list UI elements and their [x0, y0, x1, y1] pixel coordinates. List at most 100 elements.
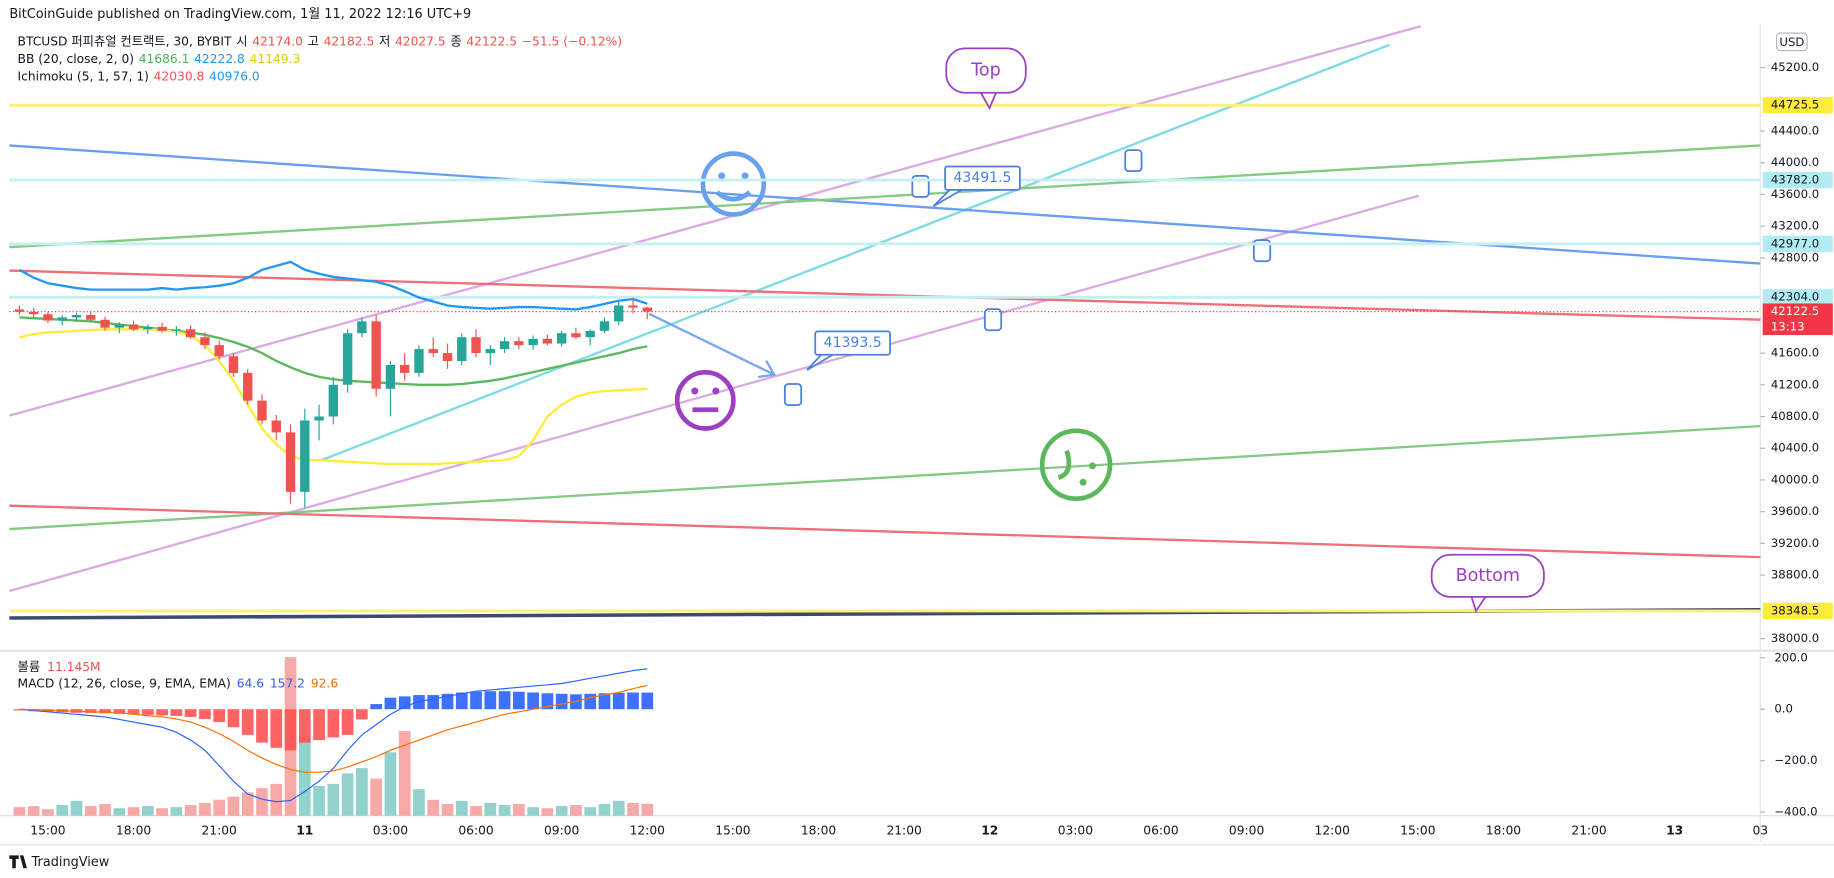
- mouth: [1057, 449, 1072, 480]
- macd-tick-label: −400.0: [1774, 805, 1817, 819]
- volume-bar: [370, 778, 383, 816]
- legend-item: 42122.5: [466, 34, 517, 48]
- eye: [741, 172, 749, 180]
- macd-histogram-bar: [484, 691, 497, 710]
- legend-item: 64.6: [237, 676, 265, 690]
- candle-body: [514, 341, 524, 346]
- candle-body: [271, 420, 281, 433]
- candle-body: [428, 349, 438, 354]
- macd-histogram-bar: [441, 693, 454, 710]
- legend-item: 41149.3: [250, 51, 301, 65]
- price-label-box: [1762, 289, 1833, 306]
- x-tick-label: 12:00: [1315, 823, 1350, 837]
- candle-body: [585, 330, 595, 338]
- legend-item: 11.145M: [47, 660, 101, 674]
- candle-body: [556, 333, 567, 344]
- volume-bar: [470, 806, 482, 816]
- y-tick-label: 41600.0: [1771, 346, 1819, 360]
- macd-histogram-bar: [84, 709, 97, 714]
- y-tick-label: 42800.0: [1771, 250, 1819, 264]
- y-tick-label: 40800.0: [1771, 409, 1819, 423]
- legend-item: 고: [308, 34, 319, 48]
- volume-bar: [141, 806, 154, 816]
- callout-box: [945, 47, 1027, 94]
- legend-item: 42174.0: [252, 34, 303, 48]
- candle-body: [71, 315, 82, 318]
- macd-line: [19, 668, 648, 803]
- volume-bar: [127, 807, 140, 816]
- candle-body: [300, 420, 310, 492]
- candle-body: [599, 321, 610, 331]
- bb-upper: [18, 260, 648, 311]
- volume-bar: [256, 788, 268, 816]
- price-label-box: [1762, 171, 1833, 189]
- y-tick-label: 38800.0: [1771, 568, 1819, 582]
- legend-item: 92.6: [311, 676, 339, 690]
- volume-bar: [356, 768, 368, 816]
- macd-histogram-bar: [327, 709, 340, 738]
- macd-histogram-bar: [356, 709, 368, 720]
- countdown-label: 13:13: [1771, 319, 1805, 333]
- volume-bar: [13, 807, 26, 816]
- volume-bar: [598, 804, 611, 816]
- neutral-face: [674, 369, 736, 431]
- candle-body: [228, 356, 239, 373]
- x-tick-label: 03:00: [373, 823, 408, 837]
- callout-tail: [979, 91, 998, 110]
- trend-line: [9, 424, 1761, 531]
- macd-histogram-bar: [584, 693, 597, 710]
- y-tick-label: 45200.0: [1771, 60, 1819, 74]
- macd-histogram-bar: [13, 709, 26, 711]
- macd-histogram-bar: [99, 709, 111, 714]
- y-tick-label: 44400.0: [1771, 124, 1819, 138]
- volume-bar: [341, 773, 354, 816]
- macd-histogram-bar: [527, 692, 539, 710]
- macd-tick-label: 0.0: [1774, 702, 1793, 716]
- macd-histogram-bar: [113, 709, 126, 714]
- macd-histogram-bar: [241, 709, 254, 735]
- macd-histogram-bar: [156, 709, 168, 716]
- macd-histogram-bar: [513, 691, 525, 710]
- y-tick-label: 39600.0: [1771, 504, 1819, 518]
- x-tick-label: 09:00: [544, 823, 579, 837]
- candle-body: [29, 311, 39, 315]
- y-tick-label: 43200.0: [1771, 219, 1819, 233]
- volume-bar: [527, 807, 539, 816]
- legend-item: 41686.1: [139, 51, 190, 65]
- candle-body: [171, 329, 182, 331]
- macd-histogram-bar: [384, 697, 397, 710]
- dizzy-face: [1039, 428, 1113, 501]
- macd-histogram-bar: [184, 709, 197, 717]
- legend-item: 42222.8: [194, 51, 245, 65]
- candle-body: [243, 372, 253, 401]
- x-tick-label: 06:00: [458, 823, 493, 837]
- volume-bar: [313, 786, 325, 816]
- x-tick-label: 21:00: [202, 823, 237, 837]
- volume-bar: [84, 806, 97, 816]
- macd-histogram-bar: [555, 693, 568, 710]
- macd-histogram-bar: [341, 709, 354, 735]
- macd-histogram-bar: [141, 709, 154, 715]
- price-label: 43782.0: [1771, 173, 1819, 187]
- legend-item: 157.2: [270, 676, 305, 690]
- volume-bar: [27, 806, 40, 816]
- candle-body: [43, 314, 53, 321]
- candle-body: [357, 321, 367, 334]
- legend-item: 저: [379, 34, 390, 48]
- candle-body: [100, 319, 110, 328]
- volume-bar: [413, 789, 425, 816]
- macd-histogram-bar: [612, 692, 625, 710]
- macd-histogram-bar: [370, 704, 383, 710]
- trend-line: [9, 144, 1761, 249]
- volume-bar: [270, 783, 283, 816]
- candle-body: [214, 345, 224, 357]
- x-tick-label: 06:00: [1143, 823, 1178, 837]
- legend-item: 42182.5: [324, 34, 375, 48]
- legend-item: MACD (12, 26, close, 9, EMA, EMA): [18, 676, 231, 690]
- macd-histogram-bar: [541, 693, 554, 710]
- legend-item: BB (20, close, 2, 0): [18, 51, 135, 65]
- volume-bar: [427, 799, 440, 816]
- footer-brand: TradingView: [31, 855, 110, 870]
- price-label-box: [1762, 97, 1833, 114]
- volume-bar: [384, 752, 397, 816]
